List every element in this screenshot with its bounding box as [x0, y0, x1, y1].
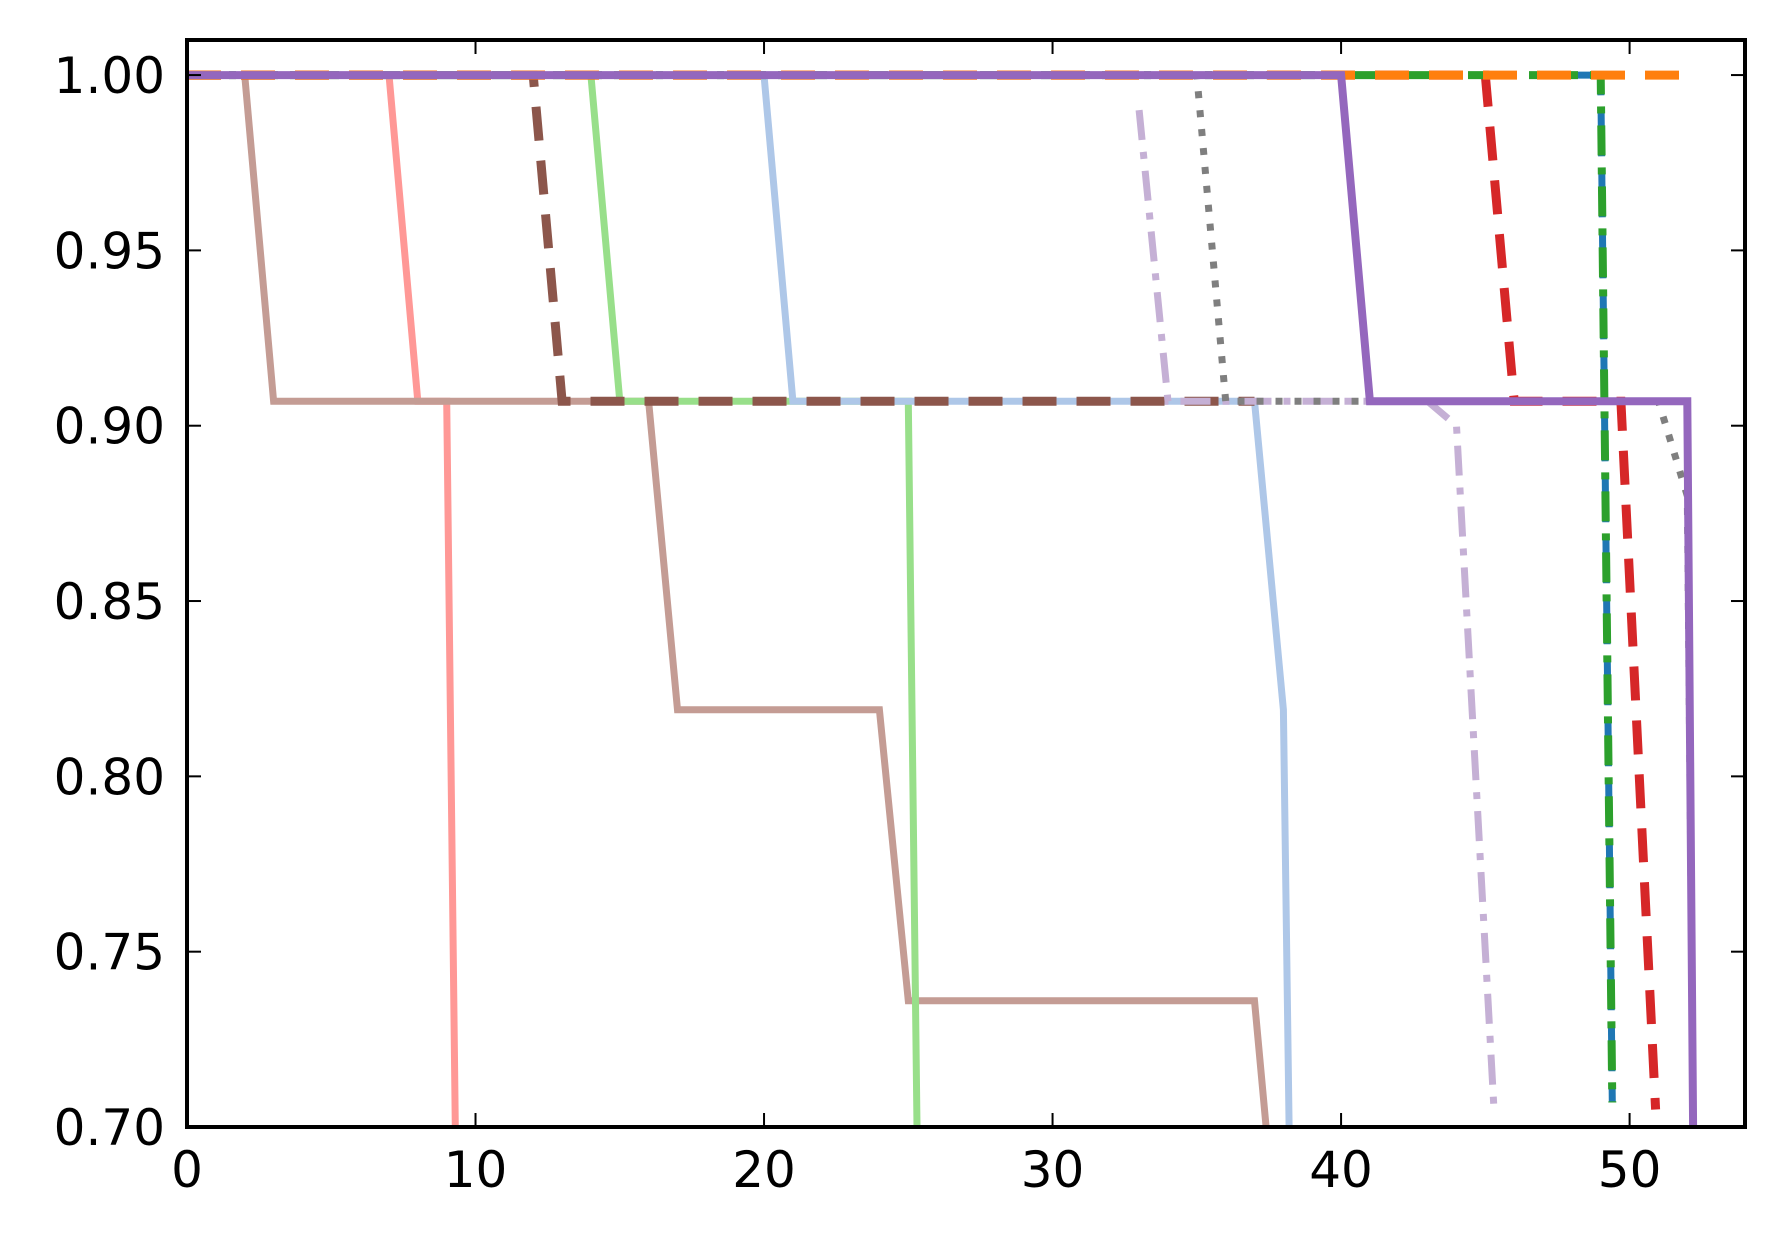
y-tick-label: 0.70	[54, 1099, 165, 1157]
series-layer	[187, 70, 1698, 1127]
x-tick-label: 50	[1598, 1141, 1662, 1199]
tick-label-layer: 0 10 20 30 40 50 0.70 0.75 0.80 0.85 0.90 0.95 1.00	[54, 47, 1662, 1199]
x-tick-label: 0	[171, 1141, 203, 1199]
series-line-6	[1135, 109, 1498, 1110]
series-line-3	[187, 71, 921, 1127]
series-line-4	[187, 71, 1293, 1127]
x-tick-label: 10	[444, 1141, 508, 1199]
series-line-2	[187, 71, 1270, 1127]
series-line-5	[187, 70, 1255, 406]
y-tick-label: 1.00	[54, 47, 165, 105]
x-tick-label: 40	[1309, 1141, 1373, 1199]
series-line-8	[187, 70, 1661, 1110]
x-tick-label: 30	[1021, 1141, 1085, 1199]
x-tick-label: 20	[732, 1141, 796, 1199]
series-line-12	[187, 71, 1698, 1127]
y-tick-label: 0.85	[54, 573, 165, 631]
y-tick-label: 0.90	[54, 398, 165, 456]
y-tick-label: 0.95	[54, 222, 165, 280]
y-tick-label: 0.75	[54, 924, 165, 982]
series-line-1	[187, 71, 459, 1127]
y-tick-label: 0.80	[54, 748, 165, 806]
plot-frame	[185, 38, 1747, 1129]
tick-layer	[186, 40, 1745, 1128]
